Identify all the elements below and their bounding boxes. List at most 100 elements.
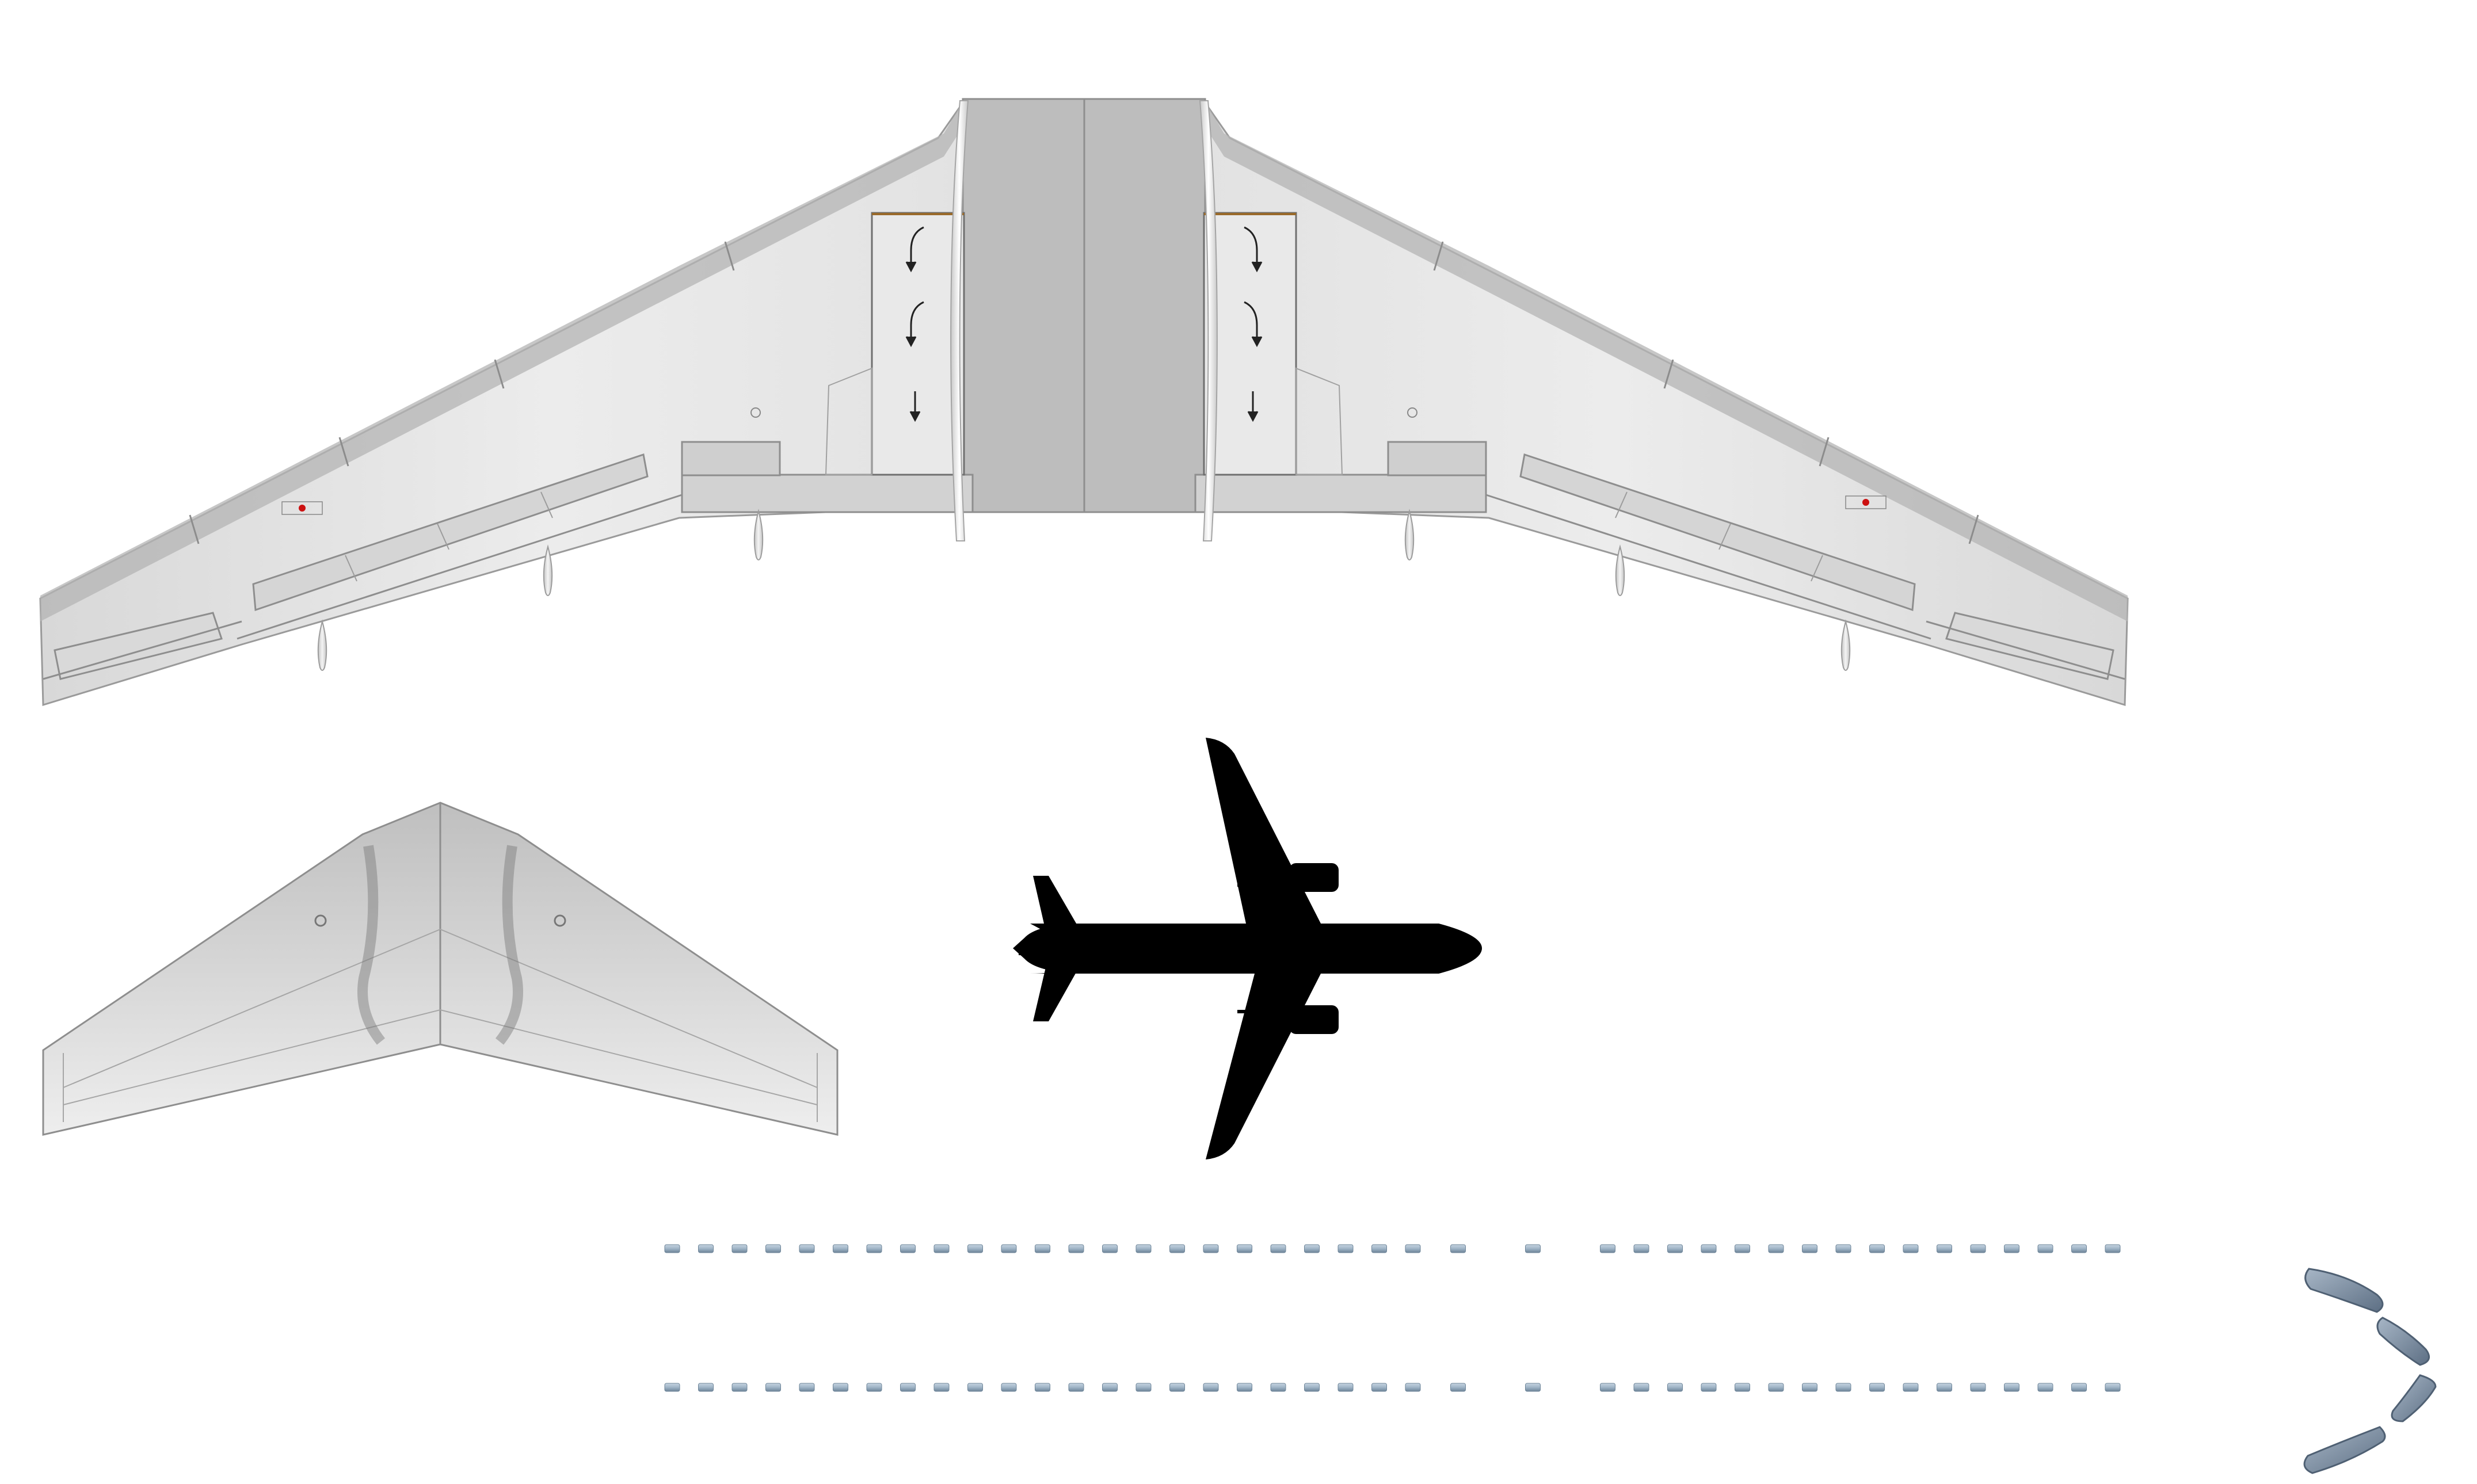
cabin-window — [1970, 1383, 1986, 1392]
cabin-window — [1970, 1244, 1986, 1253]
cabin-window — [698, 1244, 714, 1253]
cabin-window — [933, 1244, 950, 1253]
flap-track-fairings — [317, 509, 1851, 671]
aircraft-silhouette — [1013, 738, 1482, 1159]
cabin-window — [967, 1244, 983, 1253]
stabilizer-right-shadow-band — [495, 845, 523, 1045]
cabin-window — [1169, 1244, 1185, 1253]
right-leading-edge — [1206, 102, 2128, 621]
cabin-window — [1169, 1383, 1185, 1392]
cabin-window — [2037, 1244, 2053, 1253]
left-aileron — [54, 612, 223, 680]
cabin-window — [1835, 1383, 1851, 1392]
cabin-window — [2105, 1383, 2121, 1392]
cabin-window — [2105, 1244, 2121, 1253]
gear-retraction-arrow-icons — [905, 226, 1263, 422]
cabin-window-strip-upper — [664, 1244, 2121, 1253]
left-flap-actuator-box — [681, 441, 781, 476]
cabin-window — [1937, 1383, 1952, 1392]
cabin-window — [1903, 1244, 1919, 1253]
cabin-window — [1600, 1383, 1615, 1392]
cabin-window — [765, 1244, 781, 1253]
cabin-window — [1035, 1383, 1050, 1392]
cabin-window — [1903, 1383, 1919, 1392]
cabin-window — [664, 1383, 680, 1392]
cabin-window — [1068, 1244, 1084, 1253]
cabin-window — [1237, 1244, 1252, 1253]
cockpit-windshield — [2303, 1268, 2437, 1474]
right-gear-bay-door — [1203, 212, 1297, 476]
silhouette-engine-right — [1289, 1005, 1339, 1034]
cabin-window — [967, 1383, 983, 1392]
cabin-window — [1237, 1383, 1252, 1392]
cabin-window — [1203, 1244, 1219, 1253]
left-drain-mast-icon — [750, 407, 761, 418]
cabin-window — [1304, 1244, 1320, 1253]
silhouette-engine-left — [1289, 863, 1339, 892]
cabin-window — [833, 1383, 848, 1392]
cabin-window — [1371, 1383, 1387, 1392]
cabin-window — [2071, 1244, 2087, 1253]
cabin-window — [799, 1383, 815, 1392]
right-nav-light-marker-icon — [1845, 495, 1887, 509]
cabin-window — [900, 1244, 916, 1253]
right-flap-actuator-box — [1387, 441, 1487, 476]
cabin-window — [1337, 1383, 1354, 1392]
left-belly-fairing-ribbon — [950, 100, 969, 541]
cabin-window — [1203, 1383, 1219, 1392]
cabin-window — [900, 1383, 916, 1392]
main-wing-underside — [39, 98, 2129, 707]
right-inboard-flap — [1194, 474, 1487, 513]
cabin-window — [1102, 1244, 1118, 1253]
cabin-window — [765, 1383, 781, 1392]
cabin-window — [731, 1383, 748, 1392]
cabin-window — [1869, 1383, 1885, 1392]
cabin-window — [933, 1383, 950, 1392]
right-aileron — [1945, 612, 2114, 680]
exit-door-window — [1450, 1244, 1466, 1253]
cabin-window — [1001, 1244, 1017, 1253]
cabin-window — [1304, 1383, 1320, 1392]
left-leading-edge — [40, 102, 962, 621]
cabin-window — [664, 1244, 680, 1253]
exit-door-window — [1525, 1383, 1541, 1392]
cabin-window — [1869, 1244, 1885, 1253]
windshield-panel-3 — [2391, 1374, 2437, 1422]
stabilizer-left-shadow-band — [357, 845, 386, 1045]
cabin-window — [1768, 1244, 1784, 1253]
silhouette-tailplane — [1019, 876, 1082, 1021]
exit-door-window — [1525, 1244, 1541, 1253]
left-inboard-flap — [681, 474, 974, 513]
cabin-window — [1600, 1244, 1615, 1253]
cabin-window — [1633, 1383, 1649, 1392]
cabin-window — [1102, 1383, 1118, 1392]
cabin-window — [1405, 1244, 1421, 1253]
right-belly-fairing-ribbon — [1199, 100, 1218, 541]
cabin-window — [1835, 1244, 1851, 1253]
cabin-window-strip-lower — [664, 1383, 2121, 1392]
cabin-window — [1405, 1383, 1421, 1392]
cabin-window — [1701, 1383, 1717, 1392]
cabin-window — [1802, 1383, 1817, 1392]
slat-segment-lines — [189, 241, 1979, 544]
cabin-window — [1667, 1244, 1683, 1253]
cabin-window — [1135, 1244, 1152, 1253]
cabin-window — [731, 1244, 748, 1253]
silhouette-wings — [1206, 738, 1321, 1159]
left-gear-bay-door — [871, 212, 965, 476]
right-drain-mast-icon — [1407, 407, 1417, 418]
cabin-window — [2071, 1383, 2087, 1392]
cabin-window — [1337, 1244, 1354, 1253]
cabin-window — [1735, 1383, 1750, 1392]
cabin-window — [1371, 1244, 1387, 1253]
flap-segment-lines — [345, 491, 1823, 582]
cabin-window — [1667, 1383, 1683, 1392]
cabin-window — [1135, 1383, 1152, 1392]
cabin-window — [1802, 1244, 1817, 1253]
cabin-window — [1270, 1244, 1286, 1253]
cabin-window — [1937, 1244, 1952, 1253]
cabin-window — [866, 1383, 882, 1392]
cabin-window — [1735, 1244, 1750, 1253]
